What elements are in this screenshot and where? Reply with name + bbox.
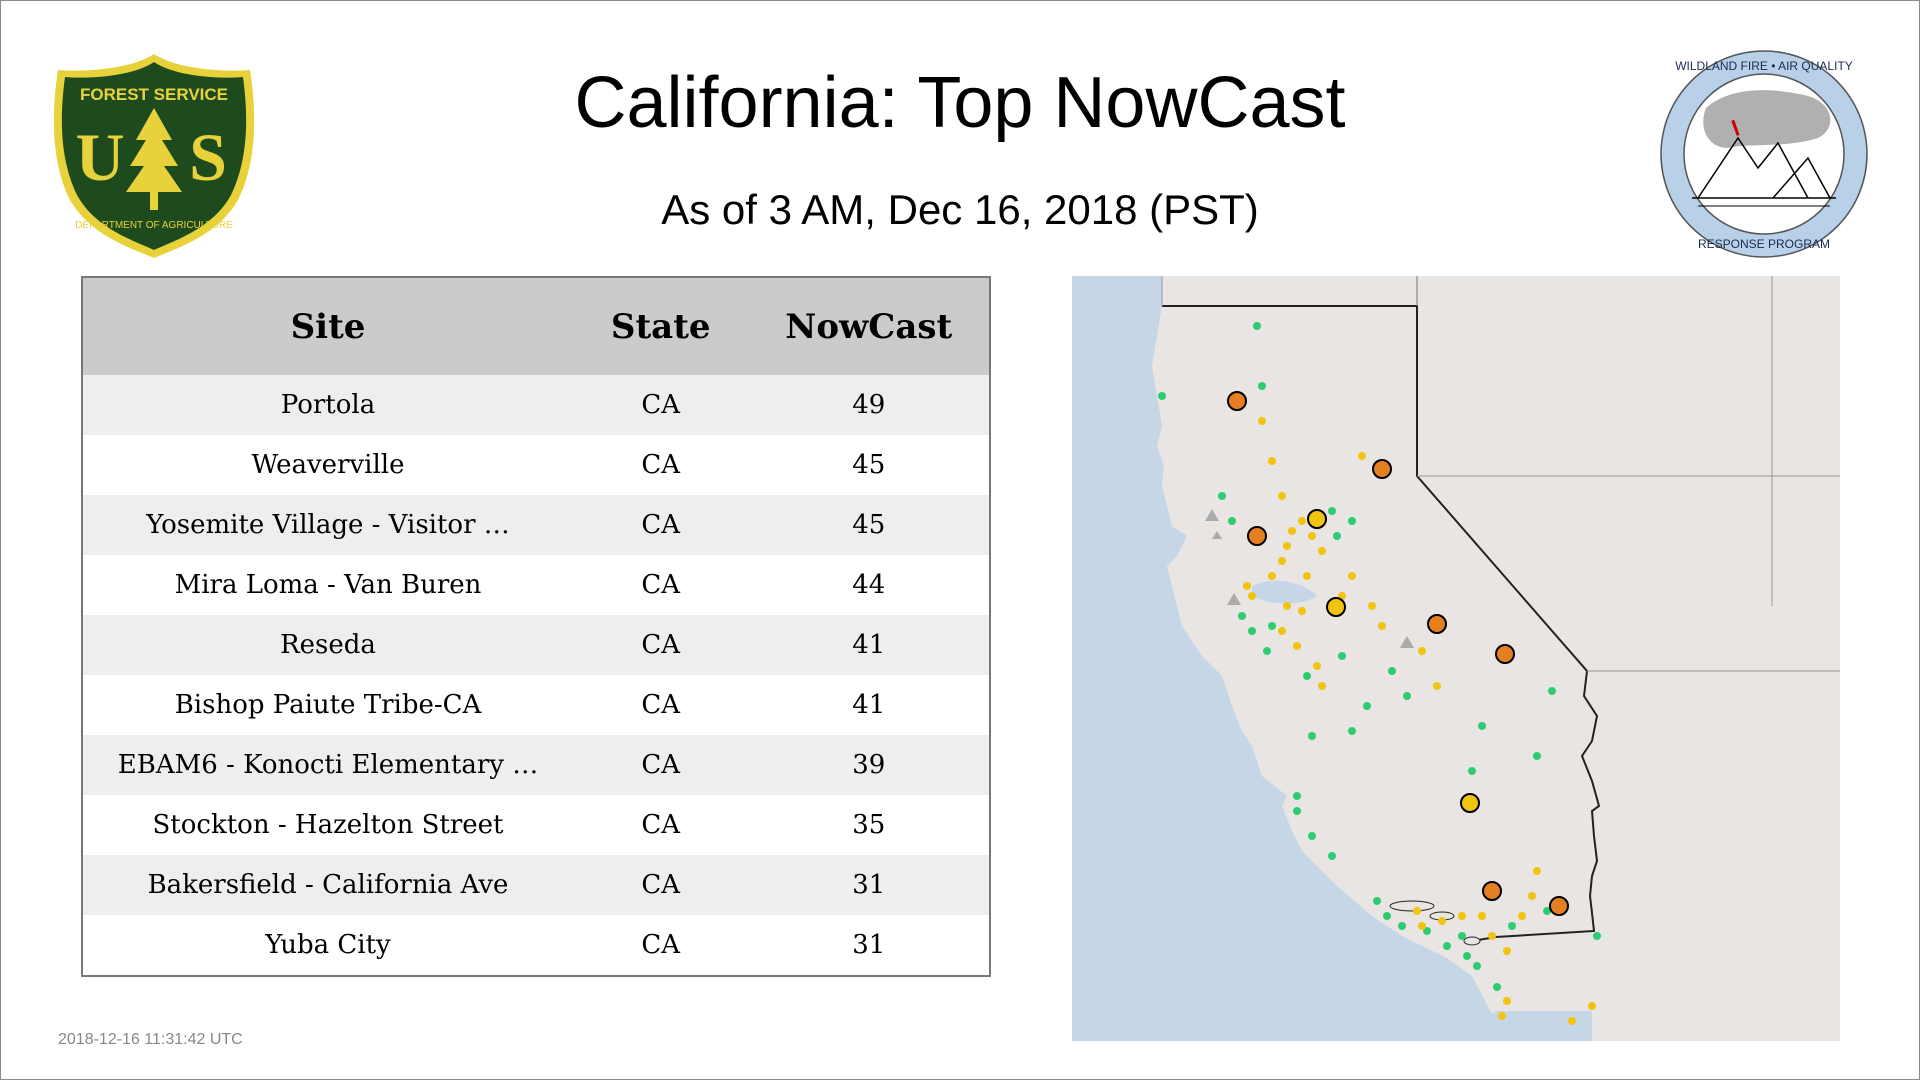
top-nowcast-table: Site State NowCast Portola CA 49 Weaverv…	[81, 276, 991, 977]
cell-site: Mira Loma - Van Buren	[82, 555, 574, 615]
cell-state: CA	[573, 555, 749, 615]
header-state: State	[573, 277, 749, 375]
no-data-markers	[1205, 509, 1414, 648]
table-row: Bishop Paiute Tribe-CA CA 41	[82, 675, 990, 735]
california-air-quality-map	[1072, 276, 1840, 1041]
cell-state: CA	[573, 495, 749, 555]
cell-state: CA	[573, 375, 749, 435]
table-row: Weaverville CA 45	[82, 435, 990, 495]
cell-state: CA	[573, 615, 749, 675]
usfs-letter-s: S	[189, 119, 227, 195]
wildland-fire-air-quality-logo: WILDLAND FIRE • AIR QUALITY RESPONSE PRO…	[1660, 50, 1868, 258]
generated-timestamp: 2018-12-16 11:31:42 UTC	[58, 1031, 243, 1048]
cell-site: EBAM6 - Konocti Elementary …	[82, 735, 574, 795]
table-row: Yosemite Village - Visitor … CA 45	[82, 495, 990, 555]
cell-nowcast: 49	[748, 375, 990, 435]
cell-nowcast: 44	[748, 555, 990, 615]
usfs-letter-u: U	[75, 119, 124, 195]
cell-nowcast: 45	[748, 495, 990, 555]
cell-state: CA	[573, 675, 749, 735]
table-row: EBAM6 - Konocti Elementary … CA 39	[82, 735, 990, 795]
cell-site: Weaverville	[82, 435, 574, 495]
pine-tree-icon	[126, 108, 182, 192]
cell-state: CA	[573, 435, 749, 495]
cell-nowcast: 31	[748, 915, 990, 976]
good-markers	[1158, 322, 1601, 991]
table-row: Portola CA 49	[82, 375, 990, 435]
moderate-markers	[1243, 417, 1596, 1025]
cell-site: Bishop Paiute Tribe-CA	[82, 675, 574, 735]
cell-site: Yosemite Village - Visitor …	[82, 495, 574, 555]
cell-site: Bakersfield - California Ave	[82, 855, 574, 915]
cell-site: Portola	[82, 375, 574, 435]
usfs-shield-logo: FOREST SERVICE U S DEPARTMENT OF AGRICUL…	[53, 54, 255, 258]
cell-nowcast: 45	[748, 435, 990, 495]
table-row: Mira Loma - Van Buren CA 44	[82, 555, 990, 615]
table-row: Yuba City CA 31	[82, 915, 990, 976]
header-nowcast: NowCast	[748, 277, 990, 375]
cell-site: Stockton - Hazelton Street	[82, 795, 574, 855]
cell-site: Reseda	[82, 615, 574, 675]
cell-state: CA	[573, 795, 749, 855]
wfaq-top-text: WILDLAND FIRE • AIR QUALITY	[1675, 59, 1853, 73]
usg-markers	[1227, 391, 1569, 916]
table-row: Stockton - Hazelton Street CA 35	[82, 795, 990, 855]
header-site: Site	[82, 277, 574, 375]
land-area	[1152, 276, 1840, 1041]
cell-site: Yuba City	[82, 915, 574, 976]
table-header-row: Site State NowCast	[82, 277, 990, 375]
cell-nowcast: 39	[748, 735, 990, 795]
cell-state: CA	[573, 855, 749, 915]
large-moderate-markers	[1307, 509, 1480, 813]
page-title: California: Top NowCast	[574, 63, 1346, 143]
cell-nowcast: 41	[748, 615, 990, 675]
cell-state: CA	[573, 735, 749, 795]
table-row: Bakersfield - California Ave CA 31	[82, 855, 990, 915]
cell-nowcast: 35	[748, 795, 990, 855]
cell-state: CA	[573, 915, 749, 976]
table-row: Reseda CA 41	[82, 615, 990, 675]
page-subtitle: As of 3 AM, Dec 16, 2018 (PST)	[661, 186, 1259, 233]
cell-nowcast: 31	[748, 855, 990, 915]
usfs-top-text: FOREST SERVICE	[80, 85, 228, 104]
usfs-bottom-text: DEPARTMENT OF AGRICULTURE	[75, 220, 233, 231]
wfaq-bottom-text: RESPONSE PROGRAM	[1698, 237, 1830, 251]
cell-nowcast: 41	[748, 675, 990, 735]
